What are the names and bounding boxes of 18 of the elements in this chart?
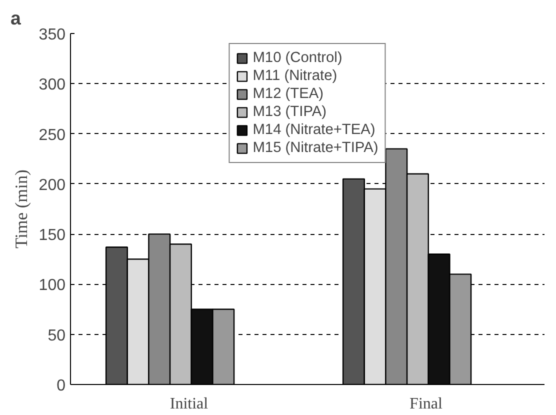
x-tick-label: Initial bbox=[170, 396, 209, 412]
legend-label: M10 (Control) bbox=[252, 50, 342, 66]
y-tick-label: 100 bbox=[38, 277, 66, 294]
y-tick-label: 300 bbox=[38, 76, 66, 94]
y-tick-label: 50 bbox=[48, 327, 66, 344]
y-tick-label: 150 bbox=[38, 227, 66, 244]
legend-label: M11 (Nitrate) bbox=[252, 68, 338, 84]
y-axis-title: Time (min) bbox=[12, 169, 31, 248]
y-tick-label: 200 bbox=[38, 176, 66, 194]
legend-label: M14 (Nitrate+TEA) bbox=[252, 122, 376, 138]
y-tick-label: 0 bbox=[56, 378, 66, 394]
y-tick-label: 350 bbox=[38, 26, 66, 44]
x-tick-label: Final bbox=[410, 396, 443, 412]
legend-label: M13 (TIPA) bbox=[252, 104, 327, 120]
legend-label: M12 (TEA) bbox=[252, 86, 324, 102]
y-tick-label: 250 bbox=[38, 126, 66, 144]
legend-label: M15 (Nitrate+TIPA) bbox=[252, 140, 378, 156]
text: a bbox=[10, 8, 22, 28]
